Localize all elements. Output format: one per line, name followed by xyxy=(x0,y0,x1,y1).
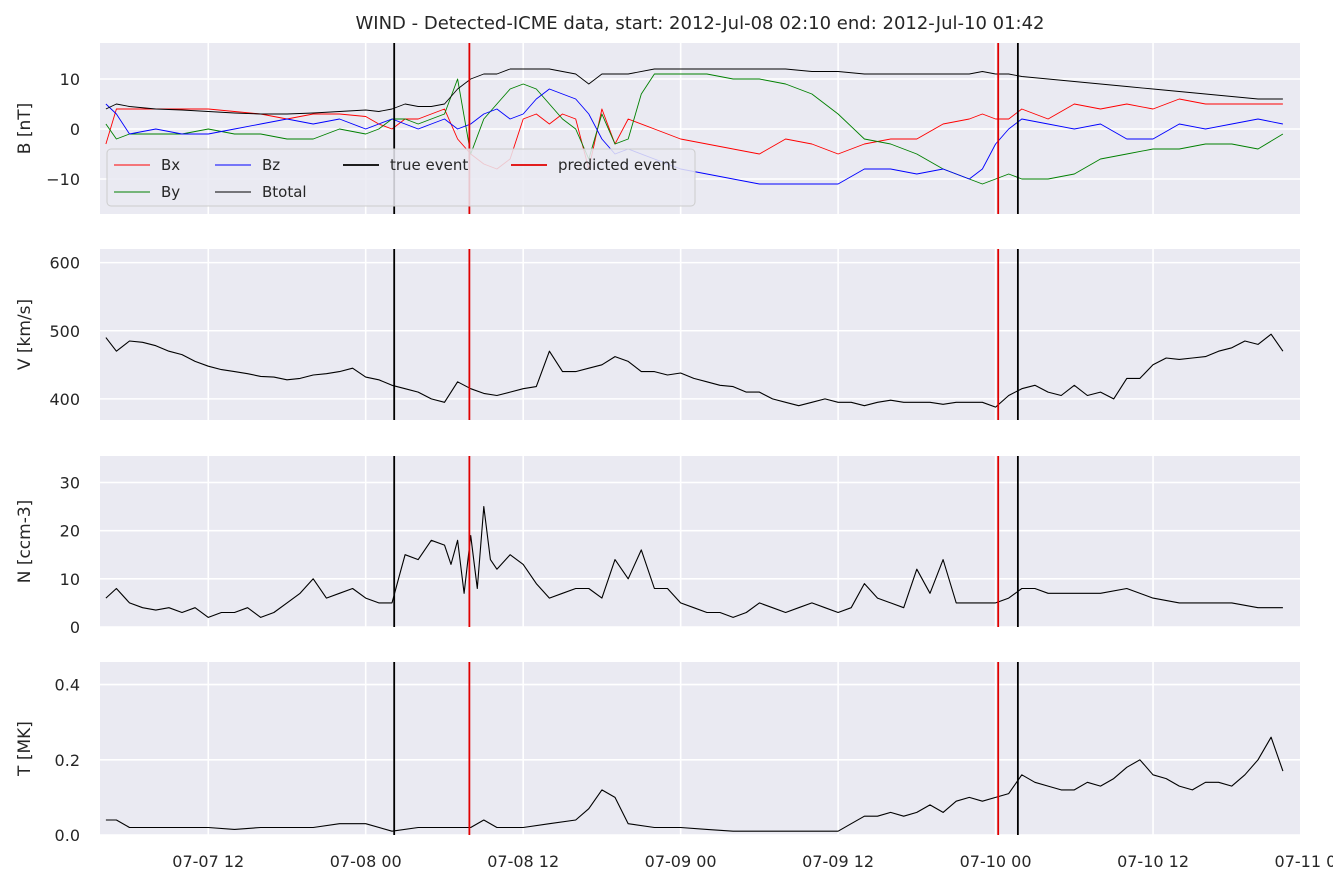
y-tick-label: 30 xyxy=(60,473,80,492)
x-tick-label: 07-09 12 xyxy=(802,852,874,871)
series-line-by xyxy=(105,73,1284,185)
panel-background xyxy=(100,662,1300,835)
series-line-t xyxy=(105,736,1284,832)
x-tick-label: 07-11 00 xyxy=(1275,852,1333,871)
y-axis-label: V [km/s] xyxy=(15,299,35,370)
x-tick-label: 07-10 12 xyxy=(1117,852,1189,871)
y-axis-label: N [ccm-3] xyxy=(15,500,35,584)
y-tick-label: 400 xyxy=(49,390,80,409)
panel-V: 400 500 600 V [km/s] xyxy=(15,249,1312,420)
panel-N: 0 10 20 30 N [ccm-3] xyxy=(15,456,1312,637)
x-tick-label: 07-08 12 xyxy=(487,852,559,871)
legend-label-true-event: true event xyxy=(390,156,468,174)
x-tick-label: 07-08 00 xyxy=(330,852,402,871)
series-line-bz xyxy=(105,88,1283,185)
y-tick-label: 600 xyxy=(49,254,80,273)
legend-label-Btotal: Btotal xyxy=(262,183,307,201)
legend-label-Bx: Bx xyxy=(161,156,180,174)
panel-T: 0.0 0.2 0.4 T [MK] xyxy=(15,662,1312,845)
y-tick-label: 500 xyxy=(49,322,80,341)
chart-title: WIND - Detected-ICME data, start: 2012-J… xyxy=(355,13,1044,34)
legend-label-predicted-event: predicted event xyxy=(558,156,677,174)
y-tick-label: 10 xyxy=(60,70,80,89)
series-line-n xyxy=(105,506,1283,618)
x-tick-label: 07-09 00 xyxy=(645,852,717,871)
series-line-v xyxy=(105,333,1284,408)
y-tick-label: 0.2 xyxy=(55,751,80,770)
y-axis-label: B [nT] xyxy=(15,103,35,155)
y-tick-label: −10 xyxy=(46,170,80,189)
y-tick-label: 0.0 xyxy=(55,826,80,845)
y-tick-label: 20 xyxy=(60,522,80,541)
series-line-bx xyxy=(105,98,1283,170)
y-tick-label: 10 xyxy=(60,570,80,589)
legend: Bx By Bz Btotal true event predicted event xyxy=(106,148,696,207)
legend-box xyxy=(106,148,696,207)
series-line-btotal xyxy=(105,68,1283,115)
y-tick-label: 0 xyxy=(70,120,80,139)
x-tick-label: 07-07 12 xyxy=(172,852,244,871)
legend-label-By: By xyxy=(161,183,180,201)
y-tick-label: 0 xyxy=(70,618,80,637)
panel-background xyxy=(100,456,1300,627)
y-tick-label: 0.4 xyxy=(55,676,80,695)
legend-label-Bz: Bz xyxy=(262,156,280,174)
x-tick-label: 07-10 00 xyxy=(960,852,1032,871)
y-axis-label: T [MK] xyxy=(15,721,35,777)
panel-background xyxy=(100,249,1300,420)
